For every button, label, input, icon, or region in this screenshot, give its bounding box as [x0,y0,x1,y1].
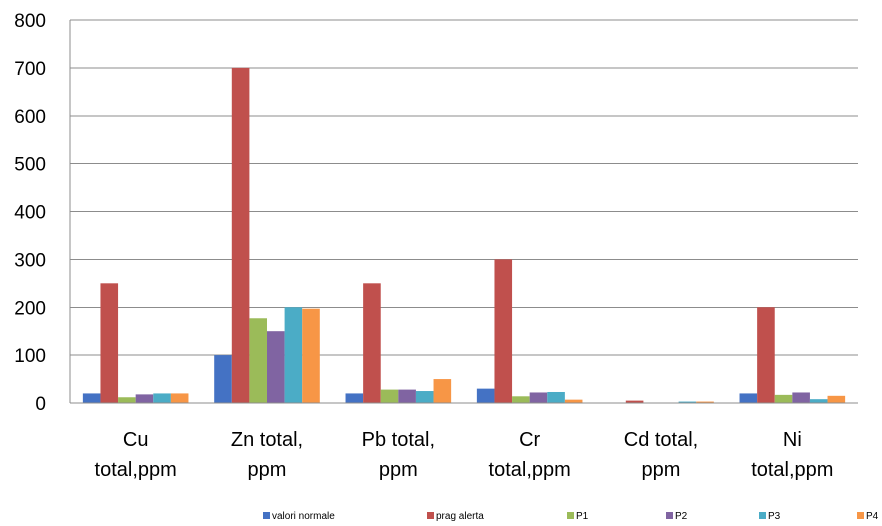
x-tick-label: total,ppm [95,459,177,481]
legend-label: P3 [768,511,781,522]
bar-p4 [827,395,846,403]
legend-label: P1 [576,511,589,522]
bar-prag-alerta [757,307,775,403]
y-axis: 0 100 200 300 400 500 600 700 800 [14,11,71,415]
legend-swatch [759,512,766,519]
bar-p4 [696,401,714,403]
bar-valori-normale [739,393,758,403]
bar-prag-alerta [231,67,250,403]
bar-p4 [170,393,189,403]
bar-p4 [433,379,452,403]
legend-swatch [857,512,864,519]
legend-swatch [567,512,574,519]
bar-p2 [267,331,285,403]
bar-p1 [774,394,793,403]
x-tick-label: Pb total, [362,429,435,451]
y-tick-label: 800 [14,11,46,32]
y-tick-label: 100 [14,346,46,367]
bar-p2 [792,392,810,403]
x-tick-label: ppm [248,459,287,481]
bar-p3 [415,391,434,403]
bar-p1 [512,396,530,403]
bar-p3 [678,401,697,403]
bar-prag-alerta [363,283,381,403]
legend-label: valori normale [272,511,335,522]
y-tick-label: 600 [14,107,46,128]
bar-p4 [564,399,583,403]
x-tick-label: Cd total, [624,429,698,451]
bar-valori-normale [345,393,364,403]
x-tick-label: Zn total, [231,429,303,451]
legend-label: P4 [866,511,879,522]
x-tick-label: Ni [783,429,802,451]
bar-p1 [118,397,136,403]
x-tick-label: ppm [642,459,681,481]
bar-valori-normale [214,355,232,403]
legend: valori normale prag alerta P1 P2 P3 P4 [263,511,879,522]
bar-p4 [302,308,320,403]
x-axis: Cu total,ppm Zn total, ppm Pb total, ppm Cr tot… [70,402,858,481]
bar-prag-alerta [100,283,119,403]
legend-label: prag alerta [436,511,484,522]
bar-p3 [284,307,303,403]
bar-valori-normale [476,388,495,403]
bar-p1 [249,318,267,403]
x-tick-label: ppm [379,459,418,481]
bars [82,67,846,403]
bar-p2 [398,389,416,403]
y-tick-label: 400 [14,203,46,224]
bar-p2 [529,392,548,403]
legend-swatch [666,512,673,519]
bar-valori-normale [82,393,101,403]
y-tick-label: 300 [14,250,46,271]
gridlines [70,19,858,404]
x-tick-label: Cr [519,429,540,451]
bar-p3 [809,399,828,403]
bar-p2 [135,394,154,403]
x-tick-label: total,ppm [489,459,571,481]
y-tick-label: 200 [14,298,46,319]
bar-p3 [153,393,171,403]
bar-p1 [380,389,399,403]
x-tick-label: Cu [123,429,149,451]
legend-label: P2 [675,511,688,522]
y-tick-label: 0 [35,394,46,415]
bar-p3 [547,391,565,403]
legend-swatch [427,512,434,519]
legend-swatch [263,512,270,519]
x-tick-label: total,ppm [751,459,833,481]
y-tick-label: 500 [14,155,46,176]
bar-prag-alerta [625,400,644,403]
y-tick-label: 700 [14,59,46,80]
bar-prag-alerta [494,259,513,403]
